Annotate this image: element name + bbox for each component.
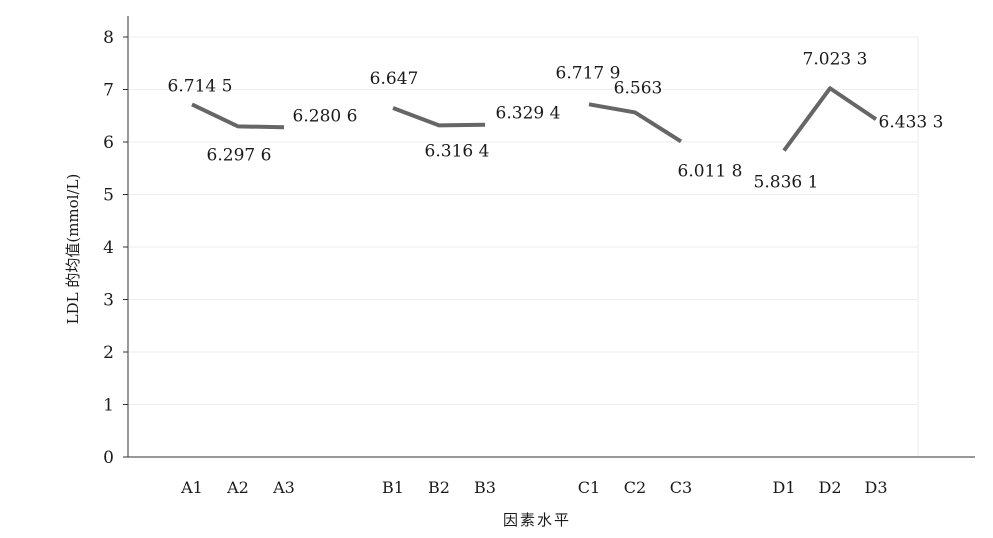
x-category-B2: B2 [428, 478, 450, 497]
x-category-C2: C2 [624, 478, 646, 497]
x-axis-title: 因素水平 [503, 511, 571, 529]
series-lines [191, 86, 878, 152]
data-label-A2: 6.297 6 [207, 145, 272, 165]
x-category-D3: D3 [864, 478, 887, 497]
grid-lines [129, 36, 919, 457]
x-category-C1: C1 [578, 478, 600, 497]
x-category-A3: A3 [272, 478, 295, 497]
data-label-C3: 6.011 8 [678, 161, 743, 181]
series-line-group-4 [782, 86, 878, 152]
y-tick-label-5: 5 [103, 186, 114, 206]
y-tick-label-7: 7 [103, 81, 114, 101]
x-category-A1: A1 [180, 478, 203, 497]
data-label-D1: 5.836 1 [754, 173, 819, 193]
data-labels: 6.714 5 6.297 6 6.280 6 6.647 6.316 4 6.329 4… [168, 49, 944, 192]
series-line-group-1 [191, 102, 285, 130]
x-category-C3: C3 [670, 478, 692, 497]
y-tick-label-4: 4 [103, 238, 114, 258]
series-line-group-2 [392, 106, 486, 128]
series-line-group-3 [588, 102, 683, 144]
data-label-B2: 6.316 4 [425, 141, 490, 161]
y-tick-label-8: 8 [103, 28, 114, 48]
x-category-D2: D2 [818, 478, 841, 497]
y-tick-label-3: 3 [103, 291, 114, 311]
data-label-D3: 6.433 3 [879, 112, 944, 132]
data-label-B3: 6.329 4 [496, 104, 561, 124]
data-label-D2: 7.023 3 [803, 49, 868, 69]
data-label-C2: 6.563 [614, 78, 663, 98]
x-category-A2: A2 [226, 478, 249, 497]
y-tick-label-2: 2 [103, 343, 114, 363]
y-axis-ticks: 0 1 2 3 4 5 6 7 8 [103, 28, 128, 468]
axes [127, 16, 975, 458]
data-label-C1: 6.717 9 [556, 63, 621, 83]
data-label-B1: 6.647 [370, 69, 419, 89]
x-category-B1: B1 [382, 478, 404, 497]
y-axis-title: LDL 的均值(mmol/L) [64, 174, 82, 325]
y-tick-label-1: 1 [103, 396, 114, 416]
data-label-A3: 6.280 6 [293, 106, 358, 126]
y-tick-label-6: 6 [103, 133, 114, 153]
y-tick-label-0: 0 [103, 448, 114, 468]
x-category-B3: B3 [474, 478, 496, 497]
data-label-A1: 6.714 5 [168, 76, 233, 96]
x-axis-categories: A1 A2 A3 B1 B2 B3 C1 C2 C3 D1 D2 D3 [180, 478, 887, 497]
x-category-D1: D1 [772, 478, 795, 497]
